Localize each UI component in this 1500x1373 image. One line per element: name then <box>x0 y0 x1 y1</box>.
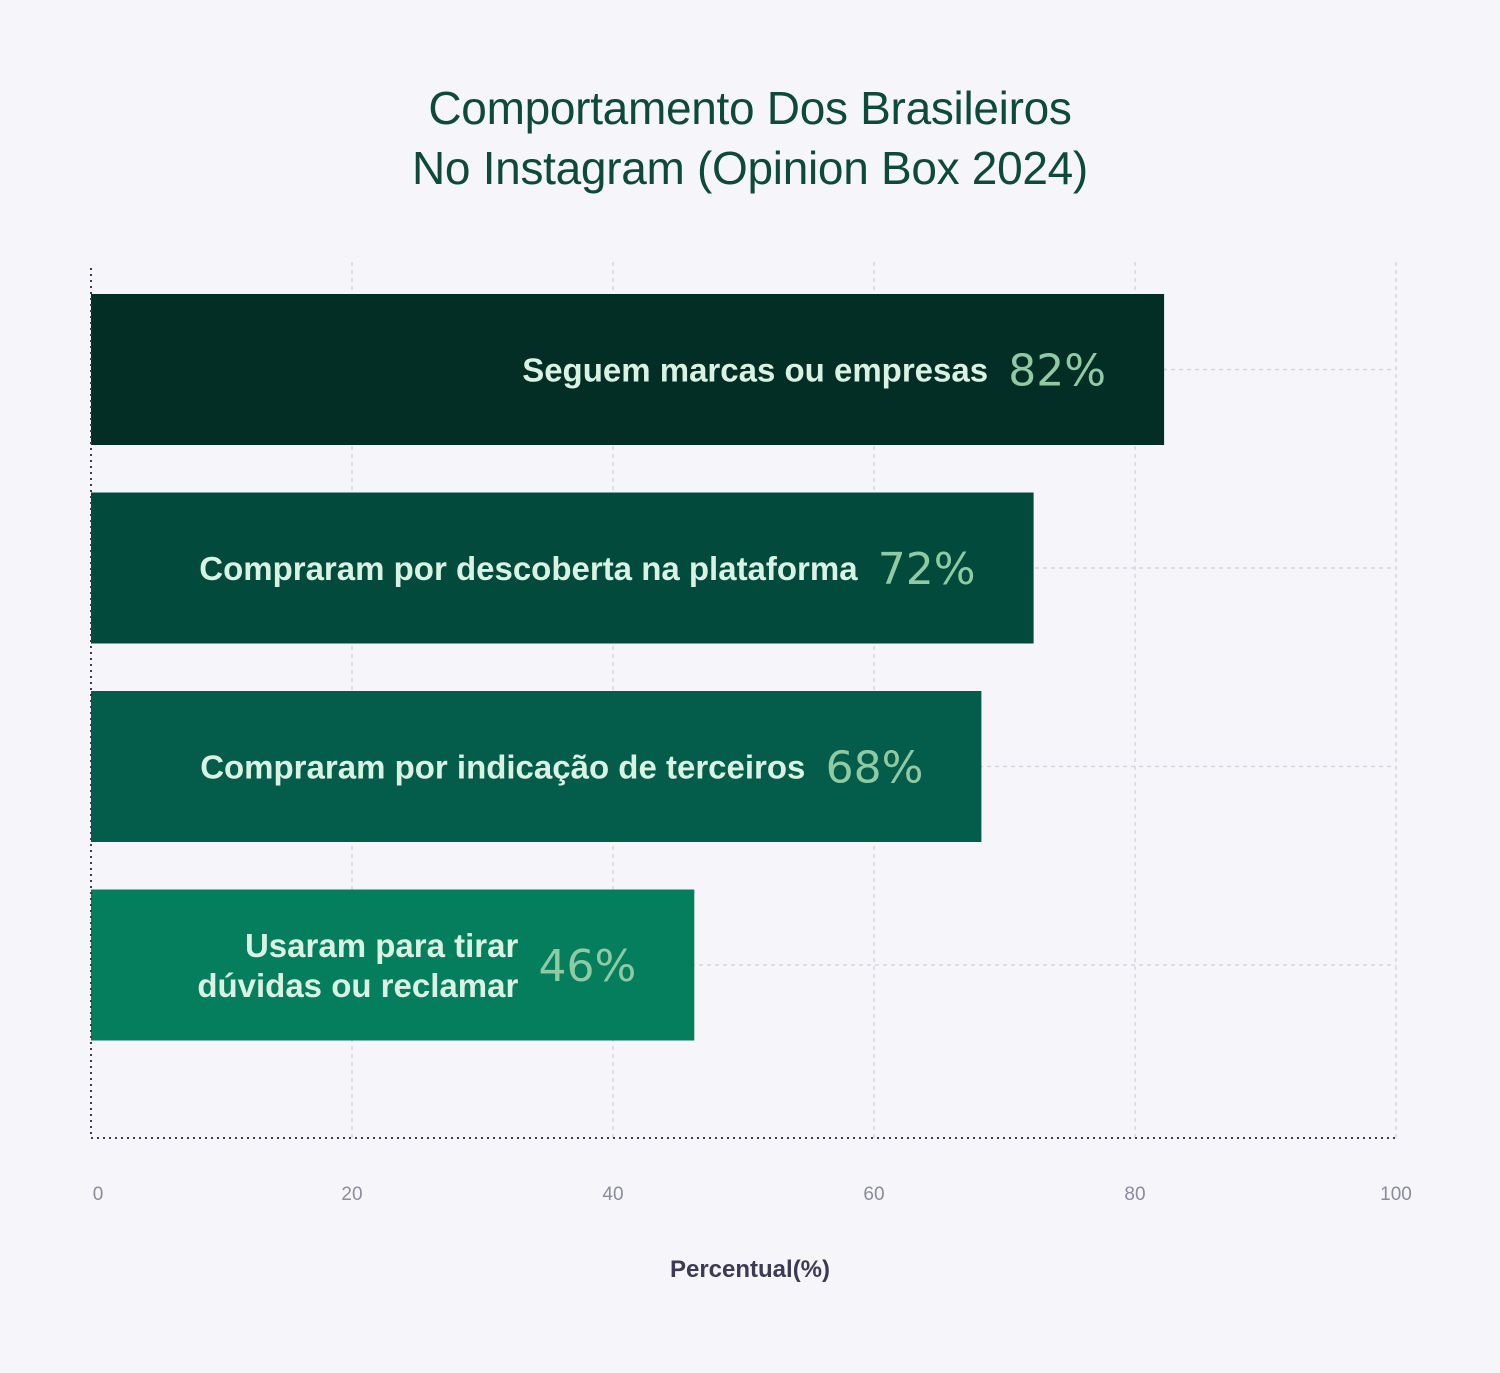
bar-category-label-line: Usaram para tirar <box>245 927 518 964</box>
bar-value-label: 82% <box>1008 346 1106 397</box>
x-tick-label: 40 <box>602 1184 623 1205</box>
bar-category-label: Usaram para tirar dúvidas ou reclamar <box>197 927 518 1004</box>
bar-category-label-line: dúvidas ou reclamar <box>197 967 518 1004</box>
chart-title-line-2: No Instagram (Opinion Box 2024) <box>412 142 1088 194</box>
bar-category-label-line: Seguem marcas ou empresas <box>522 352 988 389</box>
bar-value-label: 46% <box>539 941 637 992</box>
bar-category-label: Compraram por descoberta na plataforma <box>199 550 858 587</box>
x-tick-label: 80 <box>1124 1184 1145 1205</box>
x-tick-label: 100 <box>1380 1184 1412 1205</box>
bar-category-label: Seguem marcas ou empresas <box>522 352 988 389</box>
x-axis-label: Percentual(%) <box>669 1256 831 1283</box>
x-tick-label: 60 <box>863 1184 884 1205</box>
bar-category-label-line: Compraram por indicação de terceiros <box>200 749 805 786</box>
x-tick-label: 0 <box>93 1184 104 1205</box>
bar-category-label: Compraram por indicação de terceiros <box>200 749 805 786</box>
bar <box>91 691 982 842</box>
chart-title-line-1: Comportamento Dos Brasileiros <box>428 82 1072 134</box>
bar-category-label-line: Compraram por descoberta na plataforma <box>199 550 858 587</box>
chart-title: Comportamento Dos Brasileiros No Instagr… <box>0 78 1500 198</box>
bar <box>91 492 1034 644</box>
bar-value-label: 68% <box>826 743 924 794</box>
bar-value-label: 72% <box>878 544 976 595</box>
bar <box>91 889 695 1041</box>
bar <box>91 294 1165 445</box>
x-tick-label: 20 <box>341 1184 362 1205</box>
